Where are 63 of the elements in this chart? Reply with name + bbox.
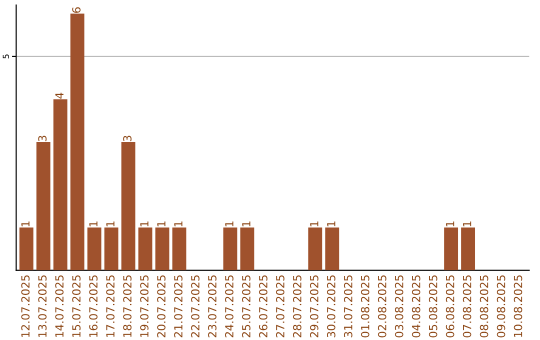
data-label: 1 bbox=[174, 221, 182, 226]
x-tick-label: 29.07.2025 bbox=[310, 275, 318, 338]
x-tick-label: 15.07.2025 bbox=[72, 275, 81, 337]
x-tick-label: 09.08.2025 bbox=[496, 275, 506, 338]
data-label: 1 bbox=[310, 221, 318, 226]
bar bbox=[53, 99, 68, 270]
x-tick-label: 04.08.2025 bbox=[412, 275, 420, 338]
bar bbox=[121, 142, 136, 270]
x-tick-label: 02.08.2025 bbox=[378, 275, 386, 338]
x-tick-label: 06.08.2025 bbox=[446, 275, 454, 338]
x-tick-label: 13.07.2025 bbox=[38, 275, 47, 337]
bar bbox=[70, 14, 84, 270]
x-tick-label: 10.08.2025 bbox=[514, 275, 522, 337]
x-tick-label: 17.07.2025 bbox=[106, 275, 115, 337]
bar bbox=[19, 228, 34, 270]
data-label: 1 bbox=[140, 221, 148, 226]
data-label: 1 bbox=[463, 221, 472, 226]
bar bbox=[36, 142, 50, 270]
bar bbox=[325, 228, 340, 270]
data-label: 3 bbox=[123, 136, 132, 142]
bar bbox=[444, 228, 458, 270]
x-tick-label: 22.07.2025 bbox=[191, 275, 200, 338]
x-tick-label: 18.07.2025 bbox=[123, 275, 132, 337]
data-label: 1 bbox=[157, 221, 166, 226]
x-tick-label: 24.07.2025 bbox=[225, 275, 234, 338]
bar bbox=[461, 228, 476, 270]
x-tick-label: 05.08.2025 bbox=[428, 275, 438, 338]
x-tick-label: 21.07.2025 bbox=[174, 275, 182, 338]
x-tick-label: 20.07.2025 bbox=[157, 275, 166, 338]
bar bbox=[172, 228, 186, 270]
bar bbox=[223, 228, 238, 270]
x-tick-label: 14.07.2025 bbox=[55, 275, 64, 337]
data-label: 1 bbox=[446, 221, 454, 226]
bar bbox=[240, 228, 254, 270]
x-tick-label: 28.07.2025 bbox=[293, 275, 302, 338]
bar bbox=[138, 228, 152, 270]
data-label: 6 bbox=[72, 7, 81, 13]
data-label: 1 bbox=[327, 221, 336, 226]
data-label: 1 bbox=[89, 221, 98, 226]
bar bbox=[87, 228, 102, 270]
x-tick-label: 19.07.2025 bbox=[140, 275, 149, 337]
bar bbox=[104, 228, 118, 270]
x-tick-label: 03.08.2025 bbox=[394, 275, 404, 338]
data-label: 1 bbox=[242, 221, 250, 226]
x-tick-label: 01.08.2025 bbox=[360, 275, 370, 338]
data-label: 1 bbox=[21, 221, 30, 226]
x-tick-label: 25.07.2025 bbox=[242, 275, 250, 338]
x-tick-label: 16.07.2025 bbox=[89, 275, 98, 337]
x-tick-label: 27.07.2025 bbox=[276, 275, 284, 338]
x-tick-label: 26.07.2025 bbox=[259, 275, 268, 338]
x-tick-label: 31.07.2025 bbox=[344, 275, 352, 338]
bar bbox=[155, 228, 170, 270]
data-label: 1 bbox=[225, 221, 234, 226]
x-tick-label: 08.08.2025 bbox=[480, 275, 488, 338]
x-tick-label: 23.07.2025 bbox=[208, 275, 216, 338]
data-label: 4 bbox=[55, 92, 64, 99]
x-tick-label: 12.07.2025 bbox=[21, 275, 30, 337]
x-tick-label: 30.07.2025 bbox=[326, 275, 336, 338]
y-tick-label: 5 bbox=[2, 54, 10, 58]
bar bbox=[308, 228, 322, 270]
data-label: 1 bbox=[106, 221, 114, 226]
data-label: 3 bbox=[38, 136, 47, 142]
x-tick-label: 07.08.2025 bbox=[462, 275, 472, 338]
